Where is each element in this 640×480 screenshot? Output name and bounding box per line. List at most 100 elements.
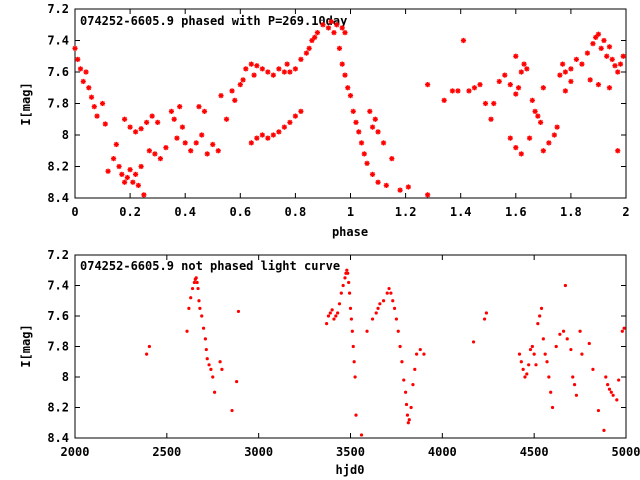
data-point [121, 116, 128, 122]
data-point [203, 337, 208, 341]
data-point [524, 66, 530, 72]
data-point [418, 347, 422, 352]
x-tick-label: 1.2 [395, 205, 417, 219]
data-point [205, 357, 209, 361]
data-point [284, 61, 290, 67]
data-point [611, 393, 615, 397]
data-point [406, 421, 410, 425]
data-point [210, 141, 216, 148]
data-point [343, 276, 347, 280]
data-point [328, 19, 334, 25]
y-tick-label: 8.4 [47, 431, 69, 445]
data-point [336, 311, 340, 315]
data-point [409, 405, 413, 410]
data-point [596, 408, 601, 413]
data-point [587, 341, 591, 346]
data-point [94, 113, 100, 119]
data-point [425, 192, 431, 198]
x-tick-label: 3000 [244, 445, 273, 459]
data-point [574, 393, 579, 397]
data-point [517, 352, 522, 356]
data-point [484, 311, 489, 315]
data-point [314, 30, 321, 36]
data-point [342, 30, 348, 36]
data-point [507, 82, 513, 88]
data-point [609, 56, 615, 62]
data-point [281, 69, 287, 75]
data-point [404, 390, 408, 394]
data-point [364, 160, 370, 166]
data-point [488, 116, 494, 122]
data-point [539, 306, 544, 310]
data-point [612, 63, 618, 69]
data-point [515, 85, 522, 91]
data-point [532, 108, 538, 114]
data-point [265, 135, 271, 141]
data-point [174, 135, 180, 141]
x-tick-label: 4000 [428, 445, 457, 459]
data-point [334, 314, 338, 318]
data-point [477, 82, 483, 88]
data-point [560, 61, 566, 67]
data-point [378, 302, 382, 306]
data-point [339, 291, 343, 295]
data-point [350, 108, 356, 114]
data-point [193, 140, 199, 146]
data-point [609, 390, 613, 394]
data-point [312, 34, 318, 40]
data-point [389, 291, 393, 295]
data-point [198, 306, 202, 310]
data-point [196, 286, 200, 291]
data-point [138, 126, 144, 132]
data-points [72, 19, 626, 198]
data-point [254, 135, 260, 141]
data-point [593, 34, 599, 40]
data-point [374, 311, 378, 315]
axes-ticks: 2000 2500 3000 3500 4000 4500 5000 7.2 7.4 7.6 7.8… [47, 248, 640, 459]
data-point [587, 77, 593, 83]
data-point [309, 37, 315, 44]
data-point [127, 124, 133, 130]
chart-title: 074252-6605.9 not phased light curve [80, 259, 340, 273]
data-point [604, 53, 610, 59]
y-tick-label: 7.8 [47, 97, 69, 111]
data-point [411, 383, 415, 387]
data-point [571, 375, 575, 379]
data-point [358, 140, 365, 146]
data-point [146, 148, 152, 154]
data-point [196, 104, 202, 110]
y-axis-label: I[mag] [19, 82, 33, 125]
x-tick-label: 0.6 [229, 205, 251, 219]
x-tick-label: 0.4 [174, 205, 196, 219]
data-point [350, 329, 354, 333]
data-point [369, 171, 376, 177]
data-point [370, 317, 375, 321]
data-point [415, 352, 419, 356]
y-tick-label: 8.2 [47, 160, 69, 174]
data-point [523, 375, 527, 379]
data-point [558, 332, 562, 336]
data-point [204, 151, 210, 157]
data-point [306, 45, 312, 51]
data-point [598, 45, 604, 51]
data-point [212, 390, 217, 394]
data-point [551, 132, 557, 138]
data-point [303, 50, 310, 56]
data-point [397, 187, 403, 193]
data-point [348, 306, 353, 310]
data-point [188, 148, 194, 154]
data-point [287, 69, 293, 75]
data-point [532, 352, 536, 356]
y-tick-label: 7.8 [47, 340, 69, 354]
data-point [496, 78, 502, 85]
data-point [606, 85, 613, 91]
data-point [536, 322, 540, 326]
data-point [325, 25, 332, 31]
data-point [562, 88, 568, 94]
data-point [518, 151, 524, 157]
data-point [270, 72, 276, 78]
data-point [545, 360, 549, 364]
y-axis-label: I[mag] [19, 324, 33, 367]
data-point [201, 326, 206, 330]
data-point [119, 171, 125, 177]
